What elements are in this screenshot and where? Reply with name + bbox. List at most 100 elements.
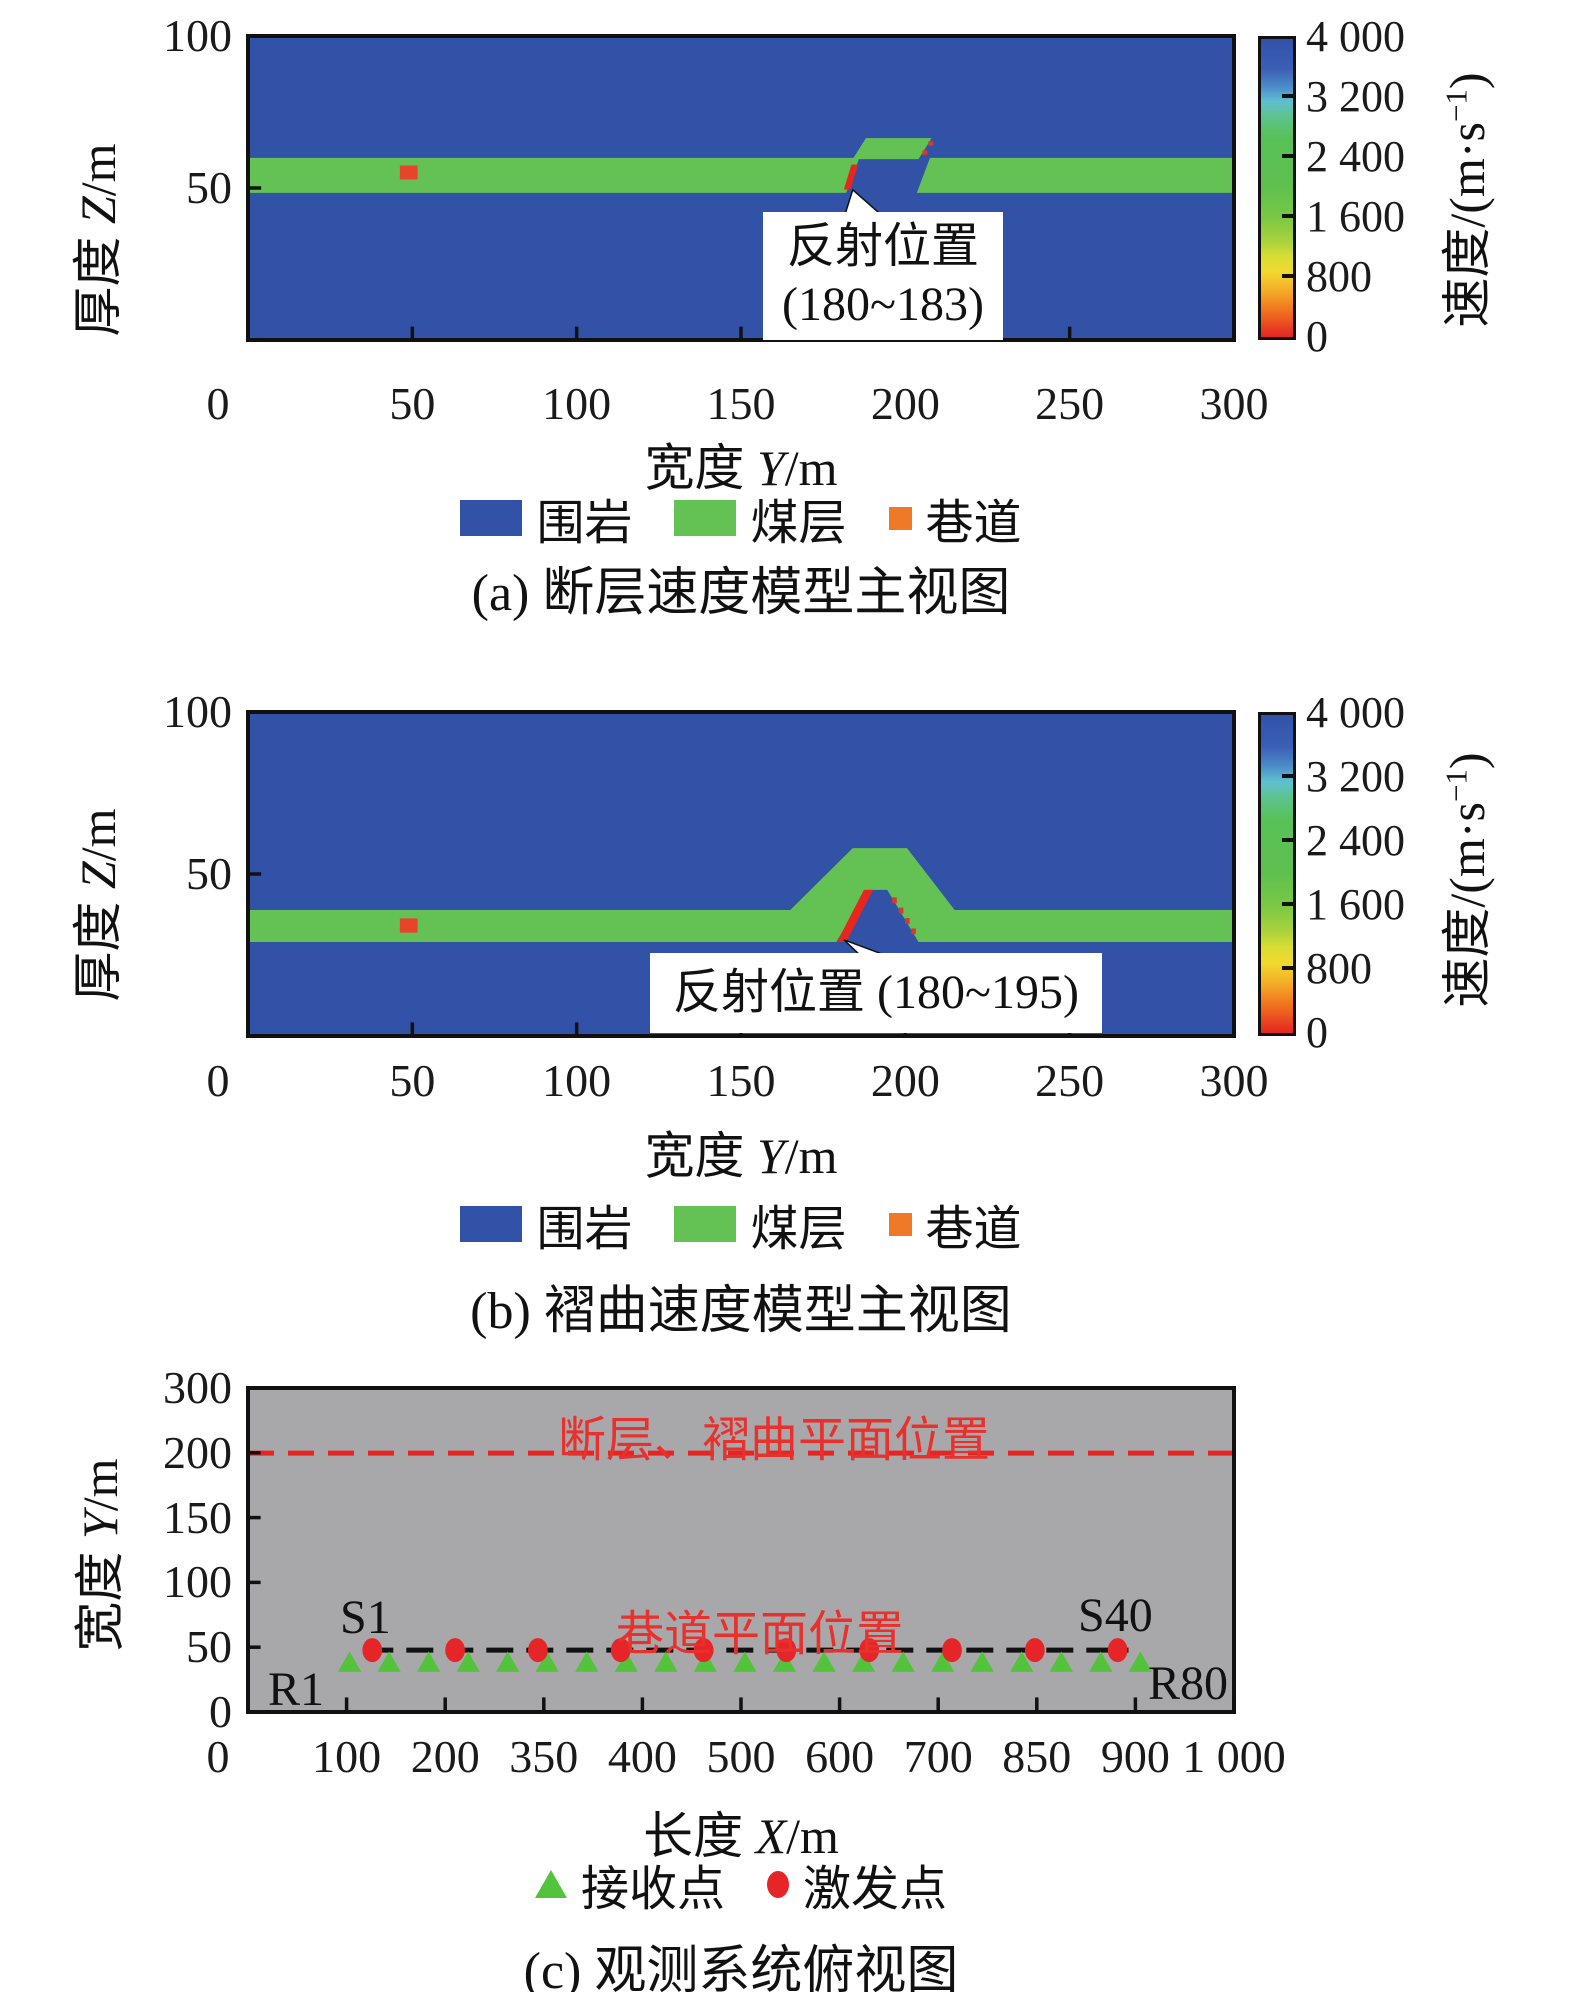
- x-tick-label: 200: [870, 1055, 940, 1106]
- colorbar-b: [1258, 712, 1296, 1036]
- receiver-triangle: [417, 1651, 441, 1672]
- roadway-swatch: [888, 506, 912, 530]
- colorbar-tick-mark: [1282, 966, 1293, 970]
- legend-c: 接收点 激发点: [248, 1858, 1234, 1916]
- x-tick-label: 250: [1035, 1055, 1105, 1106]
- x-tick-label: 100: [312, 1731, 382, 1782]
- xlabel-text-a: 宽度: [644, 440, 757, 496]
- colorbar-tick-label: 800: [1306, 252, 1372, 301]
- legend-label-roadway: 巷道: [925, 497, 1022, 550]
- colorbar-tick-label: 0: [1306, 1008, 1328, 1057]
- receiver-triangle: [496, 1651, 520, 1672]
- rock-swatch: [460, 1206, 523, 1242]
- receiver-triangle: [654, 1651, 678, 1672]
- legend-label-shot: 激发点: [803, 1863, 948, 1916]
- shot-dot: [1024, 1638, 1045, 1663]
- x-tick-label: 600: [805, 1731, 875, 1782]
- x-tick-label: 50: [389, 378, 436, 429]
- colorbar-tick-label: 1 600: [1306, 192, 1405, 241]
- y-axis-label-b: 厚度 Z/m: [58, 715, 126, 1095]
- caption-c: (c) 观测系统俯视图: [523, 1943, 959, 1992]
- shot-dot: [362, 1638, 383, 1663]
- x-tick-label: 100: [542, 1055, 612, 1106]
- shot-markers: [362, 1638, 1128, 1663]
- colorbar-tick-mark: [1282, 838, 1293, 842]
- x-tick-label: 1 000: [1182, 1731, 1286, 1782]
- receiver-triangle: [575, 1651, 599, 1672]
- y-tick-label: 100: [163, 10, 232, 61]
- caption-b: (b) 褶曲速度模型主视图: [470, 1283, 1012, 1340]
- x-tick-label: 850: [1002, 1731, 1072, 1782]
- fault-fold-line-label: 断层、褶曲平面位置: [557, 1414, 990, 1467]
- xlabel-unit-b: /m: [784, 1128, 838, 1184]
- legend-b: 围岩 煤层 巷道: [248, 1200, 1234, 1256]
- colorbar-a: [1258, 36, 1296, 340]
- fold-speck-b4: [911, 928, 916, 935]
- colorbar-tick-mark: [1282, 94, 1293, 98]
- x-axis-label-a: 宽度 Y/m: [248, 428, 1234, 500]
- legend-a: 围岩 煤层 巷道: [248, 494, 1234, 550]
- colorbar-tick-label: 800: [1306, 944, 1372, 993]
- colorbar-tick-mark: [1282, 902, 1293, 906]
- colorbar-tick-mark: [1282, 214, 1293, 218]
- fold-speck-b3: [905, 918, 910, 924]
- colorbar-tick-label: 0: [1306, 312, 1328, 361]
- receiver-triangle: [456, 1651, 480, 1672]
- shot-last-label: S40: [1078, 1589, 1153, 1642]
- receiver-last-label: R80: [1148, 1657, 1229, 1710]
- receiver-first-label: R1: [268, 1663, 325, 1716]
- y-tick-label: 0: [209, 1686, 232, 1737]
- legend-label-coal: 煤层: [750, 1203, 847, 1256]
- receiver-triangle: [812, 1651, 836, 1672]
- receiver-triangle: [337, 1651, 362, 1672]
- colorbar-tick-label: 3 200: [1306, 72, 1405, 121]
- ylabel-text-b: 厚度: [70, 889, 126, 1002]
- shot-dot: [859, 1638, 880, 1663]
- colorbar-tick-label: 2 400: [1306, 816, 1405, 865]
- receiver-triangle: [614, 1651, 638, 1672]
- shot-dot: [528, 1638, 548, 1663]
- y-tick-label: 300: [163, 1362, 232, 1413]
- x-axis-label-b: 宽度 Y/m: [248, 1116, 1234, 1188]
- rock-swatch: [460, 500, 523, 536]
- x-tick-label: 250: [1035, 378, 1105, 429]
- fold-speck-b1: [892, 897, 897, 904]
- legend-label-rock: 围岩: [536, 1203, 633, 1256]
- x-tick-label: 400: [607, 1731, 677, 1782]
- y-tick-label: 100: [163, 686, 232, 737]
- colorbar-tick-label: 4 000: [1306, 688, 1405, 737]
- receiver-triangle: [891, 1651, 915, 1672]
- shot-first-label: S1: [340, 1591, 391, 1644]
- coal-swatch: [674, 500, 737, 536]
- plan-view-background: [248, 1388, 1234, 1712]
- coal-seam-fold-b: [248, 848, 1234, 943]
- legend-label-receiver: 接收点: [580, 1863, 725, 1916]
- fault-velocity-model-plot: [248, 36, 1234, 340]
- x-tick-label: 500: [706, 1731, 776, 1782]
- roadway-square-b: [399, 918, 418, 933]
- y-tick-label: 50: [186, 1621, 232, 1673]
- ylabel-text-a: 厚度: [70, 224, 126, 337]
- shot-dot: [445, 1638, 465, 1663]
- x-tick-label: 300: [1199, 378, 1269, 429]
- annotation-reflection-b: 反射位置 (180~195): [650, 953, 1102, 1033]
- annotation-a-line1: 反射位置: [786, 220, 979, 273]
- receiver-triangle: [931, 1651, 955, 1672]
- coal-seam-left-a: [248, 157, 860, 193]
- xlabel-text-b: 宽度: [644, 1128, 757, 1184]
- annotation-reflection-a: 反射位置 (180~183): [763, 212, 1003, 340]
- legend-label-roadway: 巷道: [925, 1203, 1022, 1256]
- colorbar-tick-mark: [1282, 774, 1293, 778]
- y-tick-label: 200: [163, 1426, 232, 1478]
- caption-a: (a) 断层速度模型主视图: [471, 565, 1011, 622]
- xlabel-unit-a: /m: [784, 440, 838, 496]
- xlabel-var-b: Y: [756, 1128, 785, 1184]
- colorbar-tick-mark: [1282, 154, 1293, 158]
- x-tick-label: 200: [870, 378, 940, 429]
- shot-dot: [1107, 1638, 1128, 1663]
- roadway-swatch: [888, 1212, 912, 1236]
- x-tick-label: 150: [706, 1055, 776, 1106]
- roadway-square-a: [399, 165, 418, 180]
- colorbar-tick-label: 3 200: [1306, 752, 1405, 801]
